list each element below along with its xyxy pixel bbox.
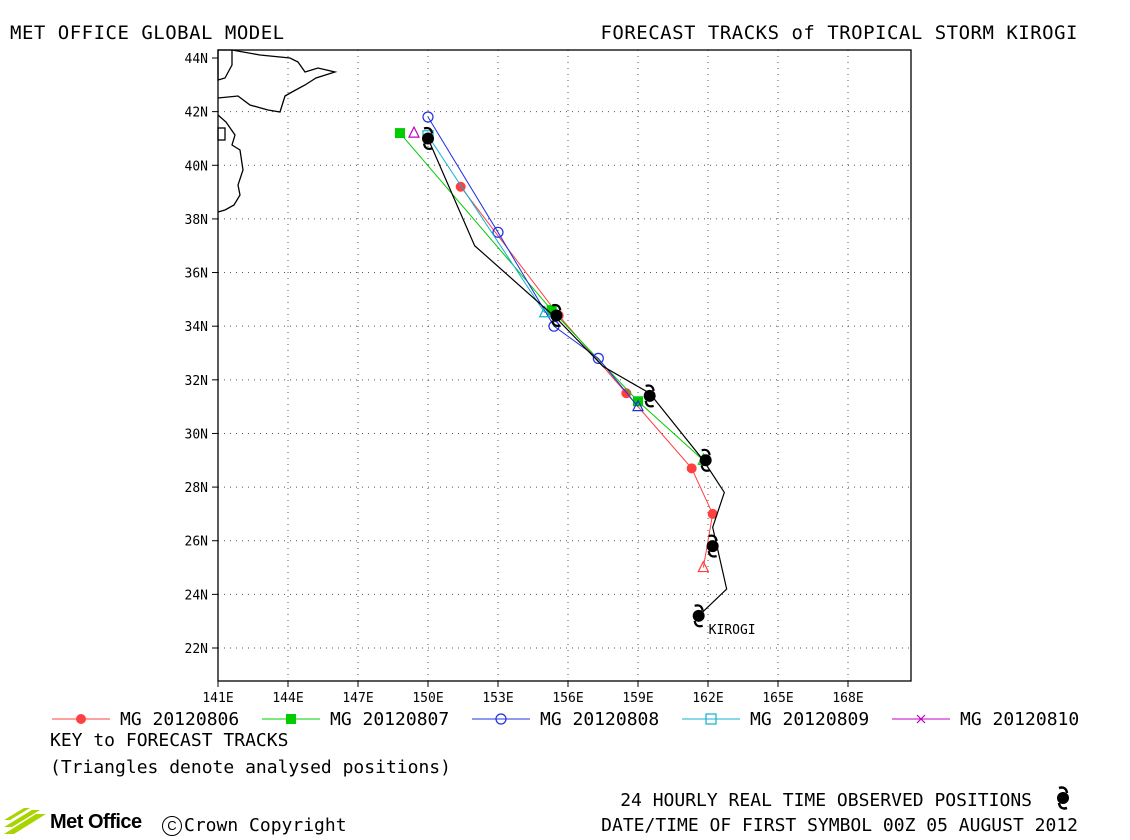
forecast-track-line <box>399 132 704 461</box>
cyclone-icon <box>692 604 705 628</box>
observed-track <box>422 126 728 628</box>
track-marker <box>686 463 697 474</box>
analysed-position-marker <box>697 560 710 573</box>
first-symbol-datetime: DATE/TIME OF FIRST SYMBOL 00Z 05 AUGUST … <box>601 815 1078 836</box>
lon-tick-label: 153E <box>482 691 513 706</box>
cyclone-icon <box>643 384 656 408</box>
forecast-track-line <box>460 186 714 568</box>
japan-coastline <box>217 49 338 213</box>
track-marker <box>546 305 557 316</box>
lon-tick-label: 168E <box>832 691 863 706</box>
legend-label: MG 20120809 <box>750 708 870 730</box>
lat-tick-label: 38N <box>185 213 208 228</box>
track-marker <box>705 713 717 725</box>
forecast-track <box>455 181 718 573</box>
cyclone-icon <box>699 448 712 472</box>
legend-item-20120807: MG 20120807 <box>260 708 449 730</box>
track-marker <box>286 714 296 724</box>
legend-swatch <box>682 713 740 725</box>
cyclone-icon <box>706 534 719 558</box>
legend-label: MG 20120810 <box>960 708 1080 730</box>
track-marker <box>395 128 405 139</box>
latitude-labels: 44N 42N 40N 38N 36N 34N 32N 30N 28N 26N 24N 22N <box>185 52 208 657</box>
forecast-track <box>422 130 551 318</box>
lat-tick-label: 44N <box>185 52 208 67</box>
lat-tick-label: 42N <box>185 106 208 121</box>
forecast-tracks <box>395 111 718 573</box>
lon-tick-label: 162E <box>692 691 723 706</box>
legend-key-note: (Triangles denote analysed positions) <box>50 757 451 778</box>
longitude-labels: 141E 144E 147E 150E 153E 156E 159E 162E 165E 168E <box>202 691 863 706</box>
storm-label: KIROGI <box>709 623 756 638</box>
met-office-logo-text: Met Office <box>50 810 142 833</box>
title-model: MET OFFICE GLOBAL MODEL <box>10 22 285 44</box>
lat-tick-label: 32N <box>185 374 208 389</box>
coastline-kuril <box>217 49 338 113</box>
lat-tick-label: 28N <box>185 481 208 496</box>
legend-item-20120806: MG 20120806 <box>50 708 239 730</box>
coastline-hokkaido <box>217 49 233 81</box>
lon-tick-label: 156E <box>552 691 583 706</box>
lat-tick-label: 34N <box>185 320 208 335</box>
legend-swatch <box>472 713 530 725</box>
track-marker <box>422 111 434 123</box>
forecast-track-line <box>427 135 546 314</box>
lon-tick-label: 165E <box>762 691 793 706</box>
legend-swatch <box>52 714 110 724</box>
met-office-logo: Met Office <box>4 808 142 836</box>
legend-label: MG 20120807 <box>330 708 450 730</box>
lat-tick-label: 26N <box>185 535 208 550</box>
track-marker <box>76 714 86 724</box>
lat-tick-label: 22N <box>185 642 208 657</box>
track-marker <box>916 714 926 724</box>
met-office-logo-icon <box>4 808 46 834</box>
observed-track-line <box>427 138 728 617</box>
track-legend: MG 20120806 MG 20120807 MG 20120808 MG 2… <box>50 708 1110 732</box>
coastline-honshu <box>217 114 244 213</box>
forecast-track <box>422 111 644 412</box>
legend-label: MG 20120806 <box>120 708 240 730</box>
lat-tick-label: 36N <box>185 267 208 282</box>
legend-item-20120810: MG 20120810 <box>890 708 1079 730</box>
legend-item-20120809: MG 20120809 <box>680 708 869 730</box>
cyclone-icon <box>422 126 434 150</box>
copyright-text: Crown Copyright <box>184 815 347 836</box>
lon-tick-label: 141E <box>202 691 233 706</box>
coastline-islet <box>217 127 226 141</box>
track-marker <box>495 713 507 725</box>
cyclone-icon <box>1057 786 1069 810</box>
forecast-track <box>395 128 710 465</box>
analysed-position-marker <box>538 305 551 318</box>
track-marker <box>707 508 718 519</box>
lat-tick-label: 24N <box>185 588 208 603</box>
lon-tick-label: 147E <box>342 691 373 706</box>
analysed-position-marker <box>408 125 420 138</box>
map-grid <box>212 50 911 687</box>
forecast-track <box>408 125 420 138</box>
cyclone-icon <box>550 303 563 327</box>
legend-swatch <box>262 714 320 724</box>
copyright-mark: C <box>162 816 182 836</box>
legend-key-title: KEY to FORECAST TRACKS <box>50 730 289 751</box>
track-marker <box>492 226 504 238</box>
lat-tick-label: 30N <box>185 427 208 442</box>
map-frame <box>217 49 912 682</box>
forecast-track-line <box>427 116 639 407</box>
analysed-position-marker <box>632 399 644 412</box>
lat-tick-label: 40N <box>185 159 208 174</box>
copyright-notice: C Crown Copyright <box>162 815 347 836</box>
observed-positions-label: 24 HOURLY REAL TIME OBSERVED POSITIONS <box>620 790 1032 811</box>
legend-swatch <box>892 714 950 724</box>
lon-tick-label: 150E <box>412 691 443 706</box>
legend-item-20120808: MG 20120808 <box>470 708 659 730</box>
lon-tick-label: 144E <box>272 691 303 706</box>
lon-tick-label: 159E <box>622 691 653 706</box>
legend-label: MG 20120808 <box>540 708 660 730</box>
title-storm: FORECAST TRACKS of TROPICAL STORM KIROGI <box>600 22 1078 44</box>
track-marker <box>592 352 604 364</box>
